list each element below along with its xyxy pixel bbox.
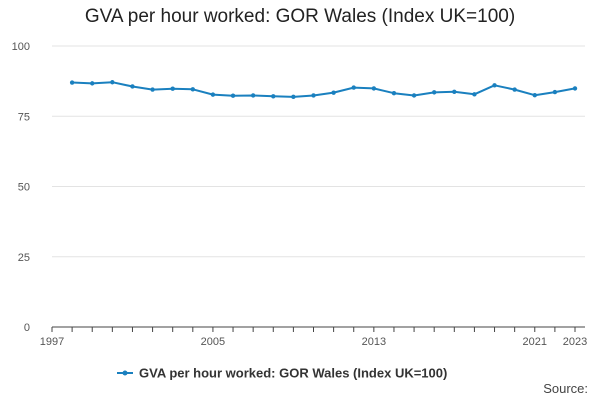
x-tick-label-1997: 1997 <box>40 336 64 348</box>
data-point-2011[interactable] <box>331 90 336 95</box>
y-tick-label-100: 100 <box>12 41 30 53</box>
data-point-2018[interactable] <box>472 92 477 97</box>
data-point-1998[interactable] <box>69 80 75 85</box>
data-point-2017[interactable] <box>452 89 457 95</box>
source-label: Source: <box>543 381 588 396</box>
chart-title: GVA per hour worked: GOR Wales (Index UK… <box>84 6 516 27</box>
data-point-2005[interactable] <box>210 92 216 97</box>
x-tick-label-2013: 2013 <box>362 336 386 348</box>
data-point-2008[interactable] <box>271 94 276 99</box>
data-point-2014[interactable] <box>391 91 397 96</box>
data-point-2020[interactable] <box>512 87 517 92</box>
data-point-2019[interactable] <box>492 83 497 88</box>
y-axis-ticks: 0 25 50 75 100 <box>12 41 30 334</box>
data-point-2006[interactable] <box>230 93 236 98</box>
data-point-2022[interactable] <box>552 89 558 95</box>
data-point-2009[interactable] <box>291 94 296 100</box>
data-point-2003[interactable] <box>170 86 175 91</box>
series-line-0 <box>72 81 576 98</box>
legend[interactable]: GVA per hour worked: GOR Wales (Index UK… <box>117 366 447 381</box>
data-point-1999[interactable] <box>90 81 95 86</box>
data-point-2021[interactable] <box>532 92 537 98</box>
data-point-2001[interactable] <box>130 84 135 89</box>
y-tick-label-50: 50 <box>18 182 30 194</box>
x-axis-ticks: 1997 2005 2013 2021 2023 <box>40 327 587 348</box>
x-tick-label-2021: 2021 <box>523 336 547 348</box>
data-point-2015[interactable] <box>411 93 417 98</box>
y-tick-label-25: 25 <box>18 252 30 264</box>
legend-label[interactable]: GVA per hour worked: GOR Wales (Index UK… <box>139 366 447 381</box>
y-tick-label-0: 0 <box>24 322 30 334</box>
x-tick-label-2023: 2023 <box>563 336 587 348</box>
data-point-2013[interactable] <box>371 86 377 91</box>
x-tick-label-2005: 2005 <box>201 336 225 348</box>
data-point-2016[interactable] <box>431 90 437 95</box>
data-point-2023[interactable] <box>572 86 578 91</box>
data-point-2000[interactable] <box>110 80 115 85</box>
data-point-2004[interactable] <box>190 87 196 92</box>
legend-swatch-marker <box>122 370 128 376</box>
data-point-2002[interactable] <box>150 87 155 92</box>
series-group <box>69 80 578 100</box>
grid-lines <box>52 45 585 258</box>
data-point-2007[interactable] <box>250 93 256 98</box>
data-point-2010[interactable] <box>311 93 316 98</box>
y-tick-label-75: 75 <box>18 111 30 123</box>
data-point-2012[interactable] <box>351 85 356 90</box>
